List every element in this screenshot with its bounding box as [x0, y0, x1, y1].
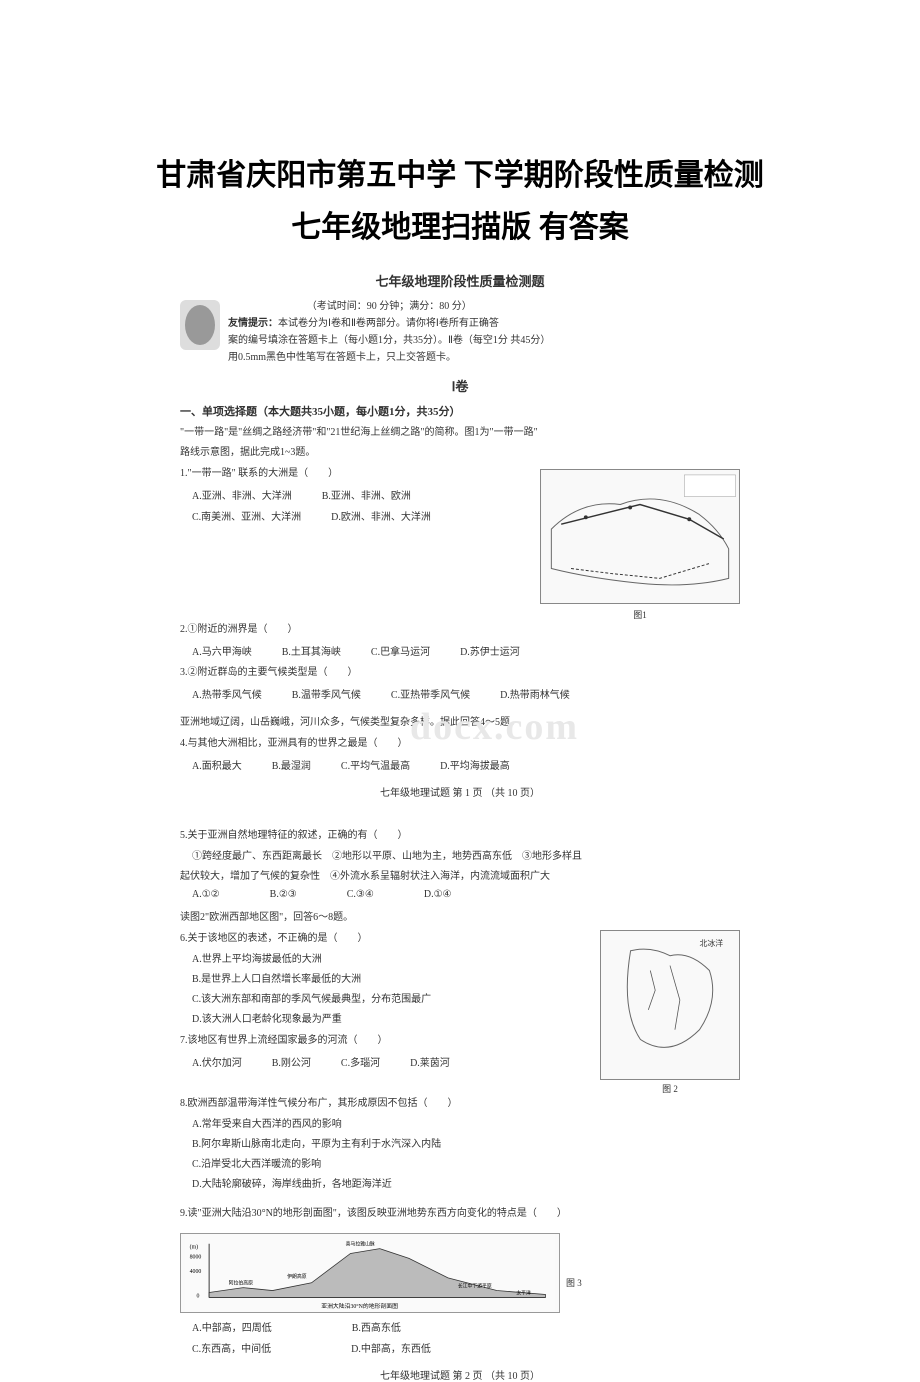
sub-title: 七年级地理扫描版 有答案 — [0, 202, 920, 246]
svg-text:长江中下游平原: 长江中下游平原 — [458, 1283, 492, 1290]
q5-stmt1: ①跨经度最广、东西距离最长 ②地形以平原、山地为主，地势西高东低 ③地形多样且 — [192, 849, 740, 865]
q3-a: A.热带季风气候 — [192, 686, 262, 701]
q5-stmt2: 起伏较大，增加了气候的复杂性 ④外流水系呈辐射状注入海洋，内流流域面积广大 — [180, 869, 740, 885]
main-title: 甘肃省庆阳市第五中学 下学期阶段性质量检测 — [0, 150, 920, 194]
q5-a: A.①② — [192, 889, 220, 900]
svg-text:阿拉伯高原: 阿拉伯高原 — [229, 1280, 253, 1287]
q5-choices: A.①② B.②③ C.③④ D.①④ — [192, 889, 740, 900]
q7-c: C.多瑙河 — [341, 1054, 380, 1069]
question-7: 7.该地区有世界上流经国家最多的河流（ ） — [180, 1032, 592, 1050]
question-6: 6.关于该地区的表述，不正确的是（ ） — [180, 930, 592, 948]
q2-choices: A.马六甲海峡 B.土耳其海峡 C.巴拿马运河 D.苏伊士运河 — [192, 643, 740, 658]
q5-c: C.③④ — [347, 889, 374, 900]
intro-6-8: 读图2"欧洲西部地区图"，回答6～8题。 — [180, 910, 740, 926]
svg-text:0: 0 — [196, 1293, 199, 1299]
q3-choices: A.热带季风气候 B.温带季风气候 C.亚热带季风气候 D.热带雨林气候 — [192, 686, 740, 701]
question-9: 9.读"亚洲大陆沿30°N的地形剖面图"，该图反映亚洲地势东西方向变化的特点是（… — [180, 1205, 740, 1223]
q7-a: A.伏尔加河 — [192, 1054, 242, 1069]
q4-choices: A.面积最大 B.最湿润 C.平均气温最高 D.平均海拔最高 — [192, 757, 740, 772]
exam-page-2: 5.关于亚洲自然地理特征的叙述，正确的有（ ） ①跨经度最广、东西距离最长 ②地… — [180, 827, 740, 1382]
svg-text:北冰洋: 北冰洋 — [700, 938, 724, 948]
q8-b: B.阿尔卑斯山脉南北走向，平原为主有利于水汽深入内陆 — [192, 1137, 740, 1153]
fig1-caption: 图1 — [540, 608, 740, 621]
q6-d: D.该大洲人口老龄化现象最为严重 — [192, 1012, 592, 1028]
svg-text:4000: 4000 — [190, 1269, 202, 1275]
q3-c: C.亚热带季风气候 — [391, 686, 470, 701]
intro-1-3b: 路线示意图，据此完成1~3题。 — [180, 445, 740, 461]
q1-b: B.亚洲、非洲、欧洲 — [322, 487, 411, 502]
hint-line1: 本试卷分为Ⅰ卷和Ⅱ卷两部分。请你将Ⅰ卷所有正确答 — [278, 318, 499, 329]
question-4: 4.与其他大洲相比，亚洲具有的世界之最是（ ） — [180, 735, 740, 753]
q6-c: C.该大洲东部和南部的季风气候最典型，分布范围最广 — [192, 992, 592, 1008]
cartoon-face-icon — [180, 300, 220, 350]
q8-a: A.常年受来自大西洋的西风的影响 — [192, 1117, 740, 1133]
paper-i-label: Ⅰ卷 — [180, 376, 740, 395]
exam-time-info: （考试时间：90 分钟；满分：80 分） — [228, 300, 550, 314]
exam-header-title: 七年级地理阶段性质量检测题 — [180, 271, 740, 290]
q1-choices2: C.南美洲、亚洲、大洋洲 D.欧洲、非洲、大洋洲 — [192, 508, 530, 523]
q6-8-block: 6.关于该地区的表述，不正确的是（ ） A.世界上平均海拔最低的大洲 B.是世界… — [180, 930, 740, 1095]
exam-page-1: 七年级地理阶段性质量检测题 （考试时间：90 分钟；满分：80 分） 友情提示：… — [180, 271, 740, 1382]
svg-text:亚洲大陆沿30°N的地形剖面图: 亚洲大陆沿30°N的地形剖面图 — [321, 1302, 398, 1310]
q2-c: C.巴拿马运河 — [371, 643, 430, 658]
q8-d: D.大陆轮廓破碎，海岸线曲折，各地距海洋近 — [192, 1177, 740, 1193]
intro-1-3: "一带一路"是"丝绸之路经济带"和"21世纪海上丝绸之路"的简称。图1为"一带一… — [180, 425, 740, 441]
question-5: 5.关于亚洲自然地理特征的叙述，正确的有（ ） — [180, 827, 740, 845]
hint-label: 友情提示： — [228, 318, 278, 329]
q2-b: B.土耳其海峡 — [282, 643, 341, 658]
figure-2-europe-map: 北冰洋 — [600, 930, 740, 1080]
svg-text:8000: 8000 — [190, 1254, 202, 1260]
fig3-caption: 图 3 — [566, 1276, 582, 1319]
q5-b: B.②③ — [270, 889, 297, 900]
page-footer-2: 七年级地理试题 第 2 页 （共 10 页） — [180, 1367, 740, 1382]
section-a-title: 一、单项选择题（本大题共35小题，每小题1分，共35分） — [180, 403, 740, 419]
q1-c: C.南美洲、亚洲、大洋洲 — [192, 508, 301, 523]
instruction-row: （考试时间：90 分钟；满分：80 分） 友情提示：本试卷分为Ⅰ卷和Ⅱ卷两部分。… — [180, 300, 740, 368]
q9-b: B.西高东低 — [352, 1319, 401, 1334]
q9-choices-row2: C.东西高，中间低 D.中部高，东西低 — [192, 1340, 740, 1355]
question-2: 2.①附近的洲界是（ ） — [180, 621, 740, 639]
q1-d: D.欧洲、非洲、大洋洲 — [331, 508, 431, 523]
fig2-caption: 图 2 — [600, 1082, 740, 1095]
q6-a: A.世界上平均海拔最低的大洲 — [192, 952, 592, 968]
figure-3-profile-chart: (m) 8000 4000 0 阿拉伯高原 伊朗高原 喜马拉雅山脉 长江中下游平… — [180, 1233, 560, 1313]
q6-b: B.是世界上人口自然增长率最低的大洲 — [192, 972, 592, 988]
q2-d: D.苏伊士运河 — [460, 643, 520, 658]
q3-b: B.温带季风气候 — [292, 686, 361, 701]
svg-text:喜马拉雅山脉: 喜马拉雅山脉 — [346, 1241, 375, 1248]
svg-text:(m): (m) — [190, 1244, 198, 1251]
intro-4-5: 亚洲地域辽阔，山岳巍峨，河川众多，气候类型复杂多样。据此回答4～5题。 — [180, 715, 740, 731]
q1-a: A.亚洲、非洲、大洋洲 — [192, 487, 292, 502]
hint-line2: 案的编号填涂在答题卡上（每小题1分，共35分）。Ⅱ卷（每空1分 共45分） — [228, 334, 550, 348]
q9-a: A.中部高，四周低 — [192, 1319, 272, 1334]
question-8: 8.欧洲西部温带海洋性气候分布广，其形成原因不包括（ ） — [180, 1095, 740, 1113]
q7-choices: A.伏尔加河 B.刚公河 C.多瑙河 D.莱茵河 — [192, 1054, 592, 1069]
hint-line3: 用0.5mm黑色中性笔写在答题卡上，只上交答题卡。 — [228, 351, 550, 365]
q4-b: B.最湿润 — [272, 757, 311, 772]
svg-text:太平洋: 太平洋 — [516, 1289, 531, 1296]
q4-c: C.平均气温最高 — [341, 757, 410, 772]
page-footer-1: 七年级地理试题 第 1 页 （共 10 页） — [180, 784, 740, 799]
figure-1-map — [540, 469, 740, 604]
q7-d: D.莱茵河 — [410, 1054, 450, 1069]
q4-d: D.平均海拔最高 — [440, 757, 510, 772]
q9-c: C.东西高，中间低 — [192, 1340, 271, 1355]
q7-b: B.刚公河 — [272, 1054, 311, 1069]
question-3: 3.②附近群岛的主要气候类型是（ ） — [180, 664, 740, 682]
q8-c: C.沿岸受北大西洋暖流的影响 — [192, 1157, 740, 1173]
q4-a: A.面积最大 — [192, 757, 242, 772]
instruction-text: （考试时间：90 分钟；满分：80 分） 友情提示：本试卷分为Ⅰ卷和Ⅱ卷两部分。… — [228, 300, 550, 368]
q9-d: D.中部高，东西低 — [351, 1340, 431, 1355]
q9-choices-row1: A.中部高，四周低 B.西高东低 — [192, 1319, 740, 1334]
q1-choices: A.亚洲、非洲、大洋洲 B.亚洲、非洲、欧洲 — [192, 487, 530, 502]
question-1: 1."一带一路" 联系的大洲是（ ） — [180, 465, 530, 483]
q5-d: D.①④ — [424, 889, 452, 900]
svg-text:伊朗高原: 伊朗高原 — [287, 1273, 307, 1280]
q3-d: D.热带雨林气候 — [500, 686, 570, 701]
q2-a: A.马六甲海峡 — [192, 643, 252, 658]
